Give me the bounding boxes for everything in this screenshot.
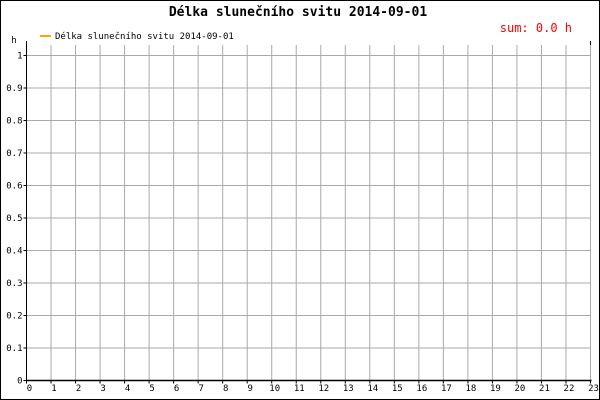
y-tick-label: 0.2 bbox=[6, 312, 22, 322]
y-tick-label: 0 bbox=[17, 377, 22, 387]
y-tick-label: 0.5 bbox=[6, 214, 22, 224]
y-tick-label: 0.9 bbox=[6, 84, 22, 94]
x-tick-label: 12 bbox=[318, 384, 329, 394]
sum-annotation: sum: 0.0 h bbox=[500, 21, 572, 35]
y-tick-label: 0.6 bbox=[6, 182, 22, 192]
x-tick-label: 3 bbox=[100, 384, 105, 394]
x-tick-label: 10 bbox=[269, 384, 280, 394]
x-tick-label: 20 bbox=[515, 384, 526, 394]
x-tick-label: 11 bbox=[294, 384, 305, 394]
x-tick-label: 9 bbox=[247, 384, 252, 394]
y-tick-label: 0.7 bbox=[6, 149, 22, 159]
legend-entry: Délka slunečního svitu 2014-09-01 bbox=[55, 31, 234, 42]
x-tick-label: 4 bbox=[125, 384, 130, 394]
x-tick-label: 21 bbox=[539, 384, 550, 394]
y-tick-label: 1 bbox=[17, 52, 22, 62]
y-tick-label: 0.4 bbox=[6, 247, 22, 257]
y-tick-label: 0.3 bbox=[6, 279, 22, 289]
y-tick-label: 0.1 bbox=[6, 344, 22, 354]
y-axis-label: h bbox=[11, 36, 16, 46]
x-tick-label: 22 bbox=[564, 384, 575, 394]
x-tick-label: 23 bbox=[588, 384, 599, 394]
chart-title: Délka slunečního svitu 2014-09-01 bbox=[169, 5, 427, 20]
x-tick-label: 6 bbox=[174, 384, 179, 394]
x-tick-label: 0 bbox=[27, 384, 32, 394]
x-tick-label: 5 bbox=[149, 384, 154, 394]
x-tick-label: 1 bbox=[51, 384, 56, 394]
x-tick-label: 17 bbox=[441, 384, 452, 394]
x-tick-label: 18 bbox=[465, 384, 476, 394]
x-tick-label: 13 bbox=[343, 384, 354, 394]
x-tick-label: 16 bbox=[416, 384, 427, 394]
x-tick-label: 8 bbox=[223, 384, 228, 394]
y-tick-label: 0.8 bbox=[6, 117, 22, 127]
x-tick-label: 7 bbox=[198, 384, 203, 394]
x-tick-label: 15 bbox=[392, 384, 403, 394]
x-tick-label: 2 bbox=[76, 384, 81, 394]
x-tick-label: 19 bbox=[490, 384, 501, 394]
x-tick-label: 14 bbox=[367, 384, 378, 394]
